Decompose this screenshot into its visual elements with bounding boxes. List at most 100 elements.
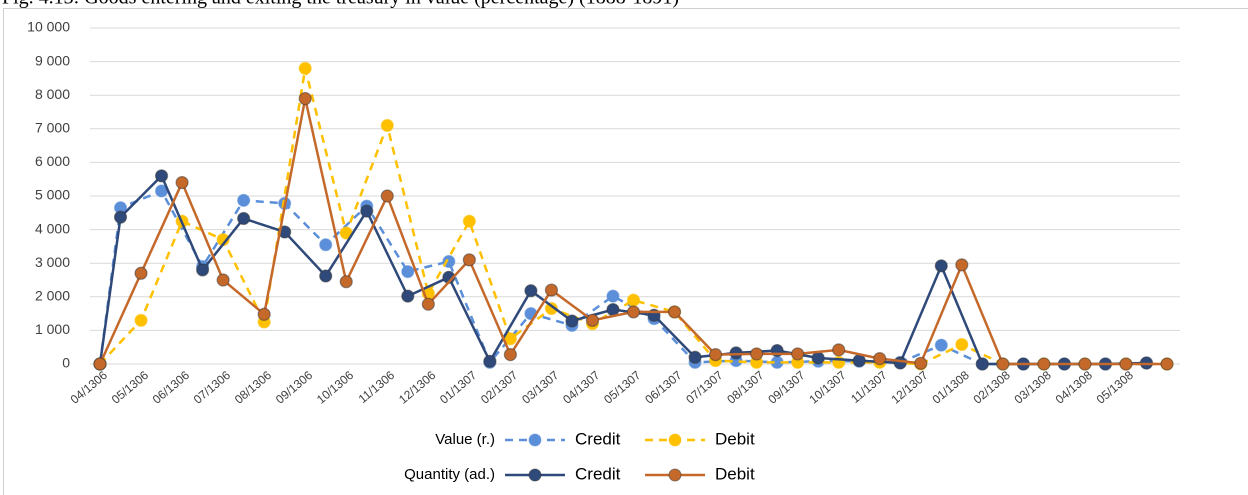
x-tick-label: 10/1307: [806, 368, 848, 407]
x-tick-label: 05/1308: [1094, 368, 1136, 407]
x-tick-label: 05/1307: [601, 368, 643, 407]
legend-marker: [528, 433, 542, 447]
y-tick-label: 0: [62, 355, 70, 371]
data-point: [401, 289, 415, 303]
data-point: [1037, 357, 1051, 371]
x-tick-label: 10/1306: [314, 368, 356, 407]
data-point: [134, 266, 148, 280]
data-point: [544, 301, 559, 316]
x-tick-label: 11/1306: [356, 368, 398, 406]
data-point: [524, 284, 538, 298]
x-tick-label: 03/1308: [1012, 368, 1054, 407]
legend-group-label: Value (r.): [435, 431, 495, 448]
x-tick-label: 06/1306: [150, 368, 192, 407]
series-line: [99, 68, 1167, 366]
x-tick-label: 01/1307: [437, 368, 479, 407]
data-point: [955, 337, 969, 352]
data-point: [626, 293, 641, 307]
data-point: [380, 118, 394, 133]
x-tick-label: 04/1308: [1053, 368, 1095, 407]
data-point: [1119, 357, 1133, 371]
data-point: [298, 91, 312, 106]
data-point: [175, 175, 189, 190]
data-point: [729, 346, 743, 360]
x-tick-label: 07/1306: [191, 368, 233, 407]
y-tick-label: 9 000: [35, 52, 70, 68]
legend-label: Credit: [575, 429, 621, 448]
x-tick-label: 12/1307: [888, 368, 930, 407]
data-point: [134, 313, 148, 327]
data-point: [298, 61, 312, 75]
x-tick-label: 06/1307: [642, 368, 684, 407]
y-tick-label: 1 000: [35, 321, 70, 337]
x-tick-label: 01/1308: [930, 368, 972, 407]
x-tick-label: 02/1308: [971, 368, 1013, 407]
data-point: [996, 357, 1010, 371]
data-point: [257, 307, 271, 321]
data-point: [1078, 357, 1092, 371]
y-tick-label: 3 000: [35, 254, 70, 270]
y-tick-label: 6 000: [35, 153, 70, 169]
y-tick-label: 8 000: [35, 86, 70, 102]
data-point: [401, 265, 415, 279]
data-point: [154, 169, 169, 183]
x-tick-label: 04/1307: [560, 368, 602, 407]
data-point: [360, 204, 374, 218]
x-tick-label: 08/1307: [724, 368, 766, 407]
data-point: [606, 289, 620, 303]
data-point: [462, 214, 476, 228]
x-tick-label: 04/1306: [68, 368, 110, 407]
data-point: [873, 352, 887, 366]
x-tick-label: 09/1307: [765, 368, 807, 407]
data-point: [216, 273, 230, 287]
x-tick-label: 08/1306: [232, 368, 274, 407]
data-point: [914, 356, 928, 370]
data-point: [750, 347, 764, 361]
data-point: [893, 356, 907, 370]
data-point: [852, 354, 866, 368]
data-point: [708, 347, 723, 362]
x-tick-label: 02/1307: [478, 368, 520, 407]
data-point: [832, 343, 846, 357]
data-point: [688, 350, 702, 364]
data-point: [626, 305, 641, 319]
legend-label: Debit: [715, 464, 755, 483]
data-point: [811, 351, 825, 365]
data-point: [339, 275, 353, 289]
data-point: [934, 338, 948, 352]
legend-marker: [668, 433, 682, 447]
x-tick-label: 07/1307: [683, 368, 725, 407]
data-point: [565, 314, 579, 328]
legend-label: Credit: [575, 464, 621, 483]
data-point: [195, 263, 210, 277]
series-line: [98, 189, 1147, 366]
y-tick-label: 4 000: [35, 220, 70, 236]
data-point: [934, 259, 948, 273]
x-tick-label: 03/1307: [519, 368, 561, 407]
data-point: [585, 313, 600, 327]
chart-frame: [3, 8, 1248, 495]
legend-label: Debit: [715, 429, 755, 448]
y-tick-label: 10 000: [27, 19, 70, 35]
data-point: [380, 189, 394, 203]
data-point: [462, 253, 476, 267]
data-point: [421, 297, 435, 311]
chart-title: Fig. 4.13: Goods entering and exiting th…: [2, 0, 679, 9]
data-point: [1160, 357, 1174, 371]
legend-marker: [668, 468, 682, 482]
data-point: [319, 269, 333, 283]
data-point: [483, 354, 497, 368]
y-tick-label: 2 000: [35, 288, 70, 304]
data-point: [791, 347, 805, 361]
data-point: [237, 193, 251, 207]
series-line: [98, 173, 1147, 366]
x-tick-label: 05/1306: [109, 368, 151, 407]
legend-group-label: Quantity (ad.): [404, 466, 495, 483]
data-point: [503, 347, 517, 362]
data-point: [667, 305, 682, 319]
data-point: [955, 258, 969, 272]
data-point: [544, 283, 559, 297]
data-point: [113, 210, 128, 224]
x-tick-label: 09/1306: [273, 368, 315, 407]
data-point: [975, 357, 989, 371]
